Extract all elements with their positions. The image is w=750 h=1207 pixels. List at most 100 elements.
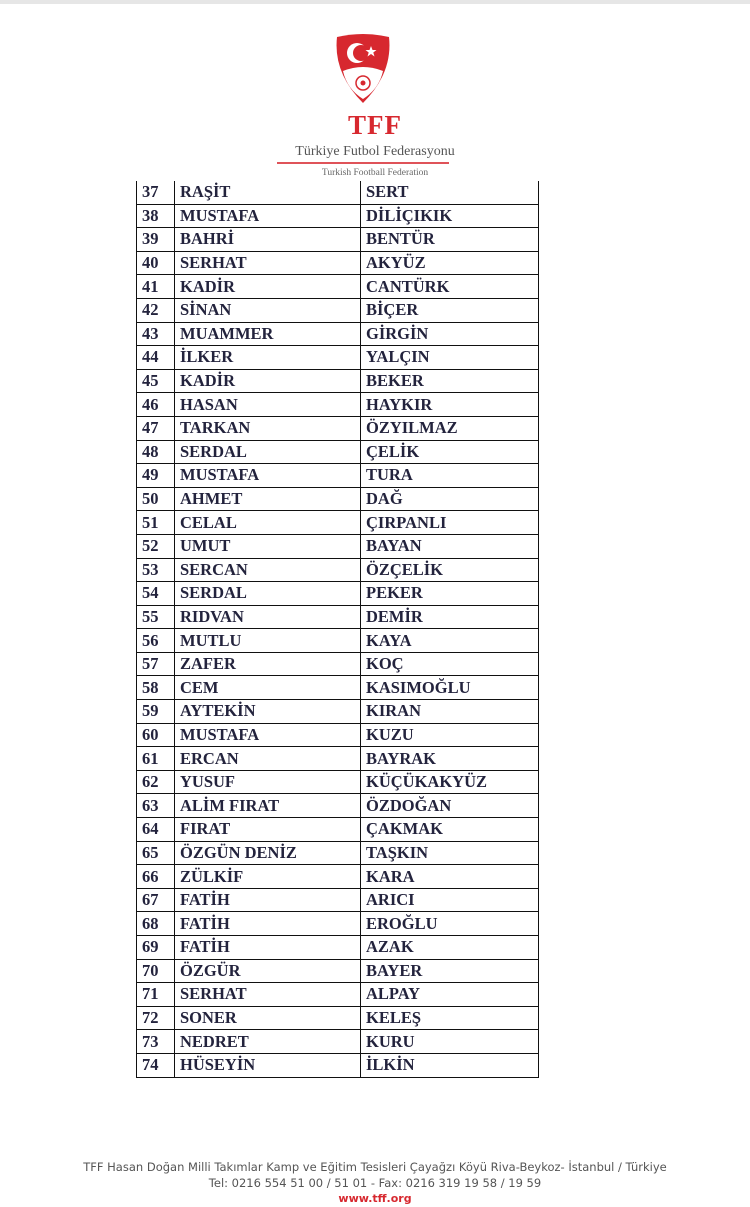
first-name-cell: SİNAN — [174, 297, 361, 323]
table-row: 41 KADİR CANTÜRK — [136, 274, 539, 299]
table-row: 57 ZAFER KOÇ — [136, 651, 539, 677]
table-row: 73 NEDRET KURU — [136, 1029, 539, 1054]
row-number-cell: 57 — [136, 651, 175, 677]
last-name-cell: DİLİÇIKIK — [360, 203, 539, 229]
first-name-cell: HASAN — [174, 392, 361, 417]
first-name-cell: AYTEKİN — [174, 699, 361, 724]
first-name-cell: FATİH — [174, 887, 361, 913]
last-name-cell: KIRAN — [360, 699, 539, 724]
row-number-cell: 64 — [136, 817, 175, 842]
first-name-cell: SERDAL — [174, 439, 361, 465]
table-row: 40 SERHAT AKYÜZ — [136, 250, 539, 276]
first-name-cell: SONER — [174, 1005, 361, 1031]
row-number-cell: 59 — [136, 699, 175, 724]
row-number-cell: 48 — [136, 439, 175, 465]
first-name-cell: ZÜLKİF — [174, 864, 361, 889]
row-number-cell: 63 — [136, 793, 175, 819]
federation-name-tr: Türkiye Futbol Federasyonu — [295, 144, 455, 159]
viewer-top-edge — [0, 0, 750, 4]
last-name-cell: ALPAY — [360, 982, 539, 1007]
first-name-cell: SERDAL — [174, 581, 361, 606]
row-number-cell: 70 — [136, 958, 175, 984]
row-number-cell: 38 — [136, 203, 175, 229]
first-name-cell: TARKAN — [174, 415, 361, 441]
last-name-cell: EROĞLU — [360, 911, 539, 936]
last-name-cell: GİRGİN — [360, 321, 539, 347]
first-name-cell: FIRAT — [174, 817, 361, 842]
last-name-cell: ARICI — [360, 887, 539, 913]
row-number-cell: 52 — [136, 533, 175, 559]
row-number-cell: 72 — [136, 1005, 175, 1031]
row-number-cell: 44 — [136, 345, 175, 370]
table-row: 71 SERHAT ALPAY — [136, 982, 539, 1007]
table-row: 63 ALİM FIRAT ÖZDOĞAN — [136, 793, 539, 819]
table-row: 52 UMUT BAYAN — [136, 533, 539, 559]
last-name-cell: ÖZDOĞAN — [360, 793, 539, 819]
row-number-cell: 66 — [136, 864, 175, 889]
last-name-cell: KASIMOĞLU — [360, 675, 539, 701]
row-number-cell: 42 — [136, 297, 175, 323]
table-row: 59 AYTEKİN KIRAN — [136, 699, 539, 724]
first-name-cell: RAŞİT — [174, 181, 361, 205]
federation-name-en: Turkish Football Federation — [321, 168, 429, 178]
first-name-cell: CELAL — [174, 510, 361, 535]
first-name-cell: ALİM FIRAT — [174, 793, 361, 819]
row-number-cell: 73 — [136, 1029, 175, 1054]
table-row: 43 MUAMMER GİRGİN — [136, 321, 539, 347]
last-name-cell: KAYA — [360, 628, 539, 653]
table-row: 68 FATİH EROĞLU — [136, 911, 539, 936]
last-name-cell: AKYÜZ — [360, 250, 539, 276]
table-row: 47 TARKAN ÖZYILMAZ — [136, 415, 539, 441]
table-row: 49 MUSTAFA TURA — [136, 463, 539, 488]
table-row: 45 KADİR BEKER — [136, 368, 539, 394]
table-row: 44 İLKER YALÇIN — [136, 345, 539, 370]
last-name-cell: KOÇ — [360, 651, 539, 677]
first-name-cell: MUSTAFA — [174, 203, 361, 229]
first-name-cell: AHMET — [174, 486, 361, 512]
first-name-cell: CEM — [174, 675, 361, 701]
first-name-cell: RIDVAN — [174, 604, 361, 630]
first-name-cell: SERCAN — [174, 557, 361, 583]
table-row: 74 HÜSEYİN İLKİN — [136, 1052, 539, 1078]
last-name-cell: ÖZYILMAZ — [360, 415, 539, 441]
first-name-cell: NEDRET — [174, 1029, 361, 1054]
footer-website-link[interactable]: www.tff.org — [338, 1192, 412, 1205]
row-number-cell: 74 — [136, 1052, 175, 1078]
row-number-cell: 58 — [136, 675, 175, 701]
first-name-cell: FATİH — [174, 935, 361, 960]
first-name-cell: ÖZGÜR — [174, 958, 361, 984]
first-name-cell: MUSTAFA — [174, 463, 361, 488]
last-name-cell: KÜÇÜKAKYÜZ — [360, 769, 539, 795]
row-number-cell: 54 — [136, 581, 175, 606]
last-name-cell: BAYER — [360, 958, 539, 984]
row-number-cell: 37 — [136, 181, 175, 205]
table-row: 39 BAHRİ BENTÜR — [136, 227, 539, 252]
last-name-cell: KUZU — [360, 722, 539, 748]
row-number-cell: 65 — [136, 840, 175, 866]
last-name-cell: KELEŞ — [360, 1005, 539, 1031]
row-number-cell: 45 — [136, 368, 175, 394]
table-row: 42 SİNAN BİÇER — [136, 297, 539, 323]
player-list-table: 37 RAŞİT SERT 38 MUSTAFA DİLİÇIKIK 39 BAHRİ BENT… — [136, 181, 539, 1078]
last-name-cell: BAYRAK — [360, 746, 539, 771]
header-divider — [277, 162, 449, 164]
last-name-cell: YALÇIN — [360, 345, 539, 370]
first-name-cell: MUSTAFA — [174, 722, 361, 748]
last-name-cell: SERT — [360, 181, 539, 205]
table-row: 58 CEM KASIMOĞLU — [136, 675, 539, 701]
first-name-cell: ERCAN — [174, 746, 361, 771]
footer-contact: Tel: 0216 554 51 00 / 51 01 - Fax: 0216 … — [208, 1176, 542, 1190]
last-name-cell: DAĞ — [360, 486, 539, 512]
last-name-cell: BAYAN — [360, 533, 539, 559]
last-name-cell: PEKER — [360, 581, 539, 606]
first-name-cell: YUSUF — [174, 769, 361, 795]
table-row: 46 HASAN HAYKIR — [136, 392, 539, 417]
row-number-cell: 41 — [136, 274, 175, 299]
first-name-cell: SERHAT — [174, 250, 361, 276]
last-name-cell: KURU — [360, 1029, 539, 1054]
last-name-cell: HAYKIR — [360, 392, 539, 417]
last-name-cell: İLKİN — [360, 1052, 539, 1078]
last-name-cell: ÇAKMAK — [360, 817, 539, 842]
table-row: 69 FATİH AZAK — [136, 935, 539, 960]
table-row: 55 RIDVAN DEMİR — [136, 604, 539, 630]
